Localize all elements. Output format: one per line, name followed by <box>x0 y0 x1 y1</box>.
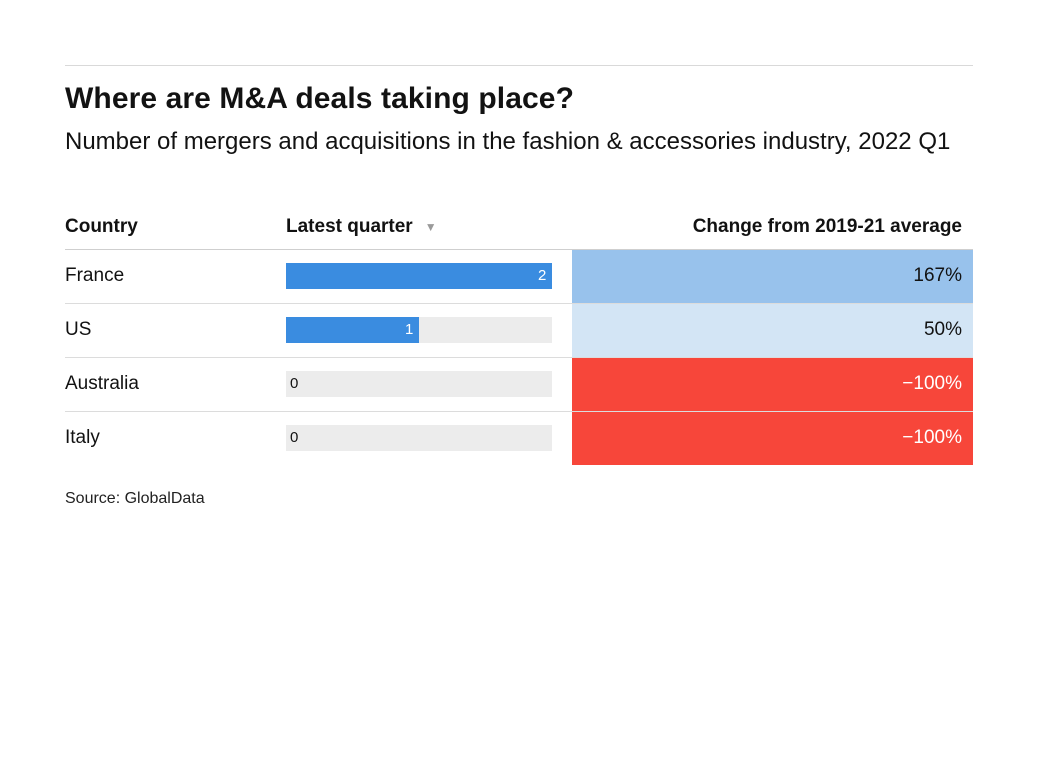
column-header-change[interactable]: Change from 2019-21 average <box>692 216 962 237</box>
bar-track: 0 <box>286 371 552 397</box>
change-cell: −100% <box>572 358 973 411</box>
table-row: US 1 50% <box>65 304 973 358</box>
bar-track: 0 <box>286 425 552 451</box>
country-label: US <box>65 319 92 340</box>
bar-track: 1 <box>286 317 552 343</box>
table-body: France 2 167% US 1 50% Australia 0 −100% Italy 0 −1… <box>65 250 973 465</box>
column-header-latest-quarter-label: Latest quarter <box>286 216 413 237</box>
change-value: 50% <box>923 319 962 340</box>
top-divider <box>65 65 973 66</box>
change-value: −100% <box>902 373 962 394</box>
change-cell: 50% <box>572 304 973 357</box>
table-row: Italy 0 −100% <box>65 412 973 465</box>
column-header-latest-quarter[interactable]: Latest quarter ▼ <box>286 216 437 238</box>
change-value: 167% <box>913 265 962 286</box>
sort-descending-icon[interactable]: ▼ <box>424 219 437 234</box>
bar-value-label: 0 <box>290 429 299 446</box>
table-header: Country Latest quarter ▼ Change from 2019… <box>65 205 973 250</box>
chart-title: Where are M&A deals taking place? <box>65 82 575 115</box>
bar <box>286 263 552 289</box>
bar-value-label: 2 <box>538 267 547 284</box>
table-row: France 2 167% <box>65 250 973 304</box>
chart-subtitle: Number of mergers and acquisitions in th… <box>65 128 951 155</box>
country-label: France <box>65 265 125 286</box>
source-note: Source: GlobalData <box>65 490 205 507</box>
country-label: Italy <box>65 427 100 448</box>
change-cell: 167% <box>572 250 973 303</box>
bar-track: 2 <box>286 263 552 289</box>
column-header-country[interactable]: Country <box>65 216 138 237</box>
bar-value-label: 1 <box>405 321 414 338</box>
bar-value-label: 0 <box>290 375 299 392</box>
change-cell: −100% <box>572 412 973 465</box>
change-value: −100% <box>902 427 962 448</box>
table-row: Australia 0 −100% <box>65 358 973 412</box>
bar <box>286 317 419 343</box>
country-label: Australia <box>65 373 139 394</box>
